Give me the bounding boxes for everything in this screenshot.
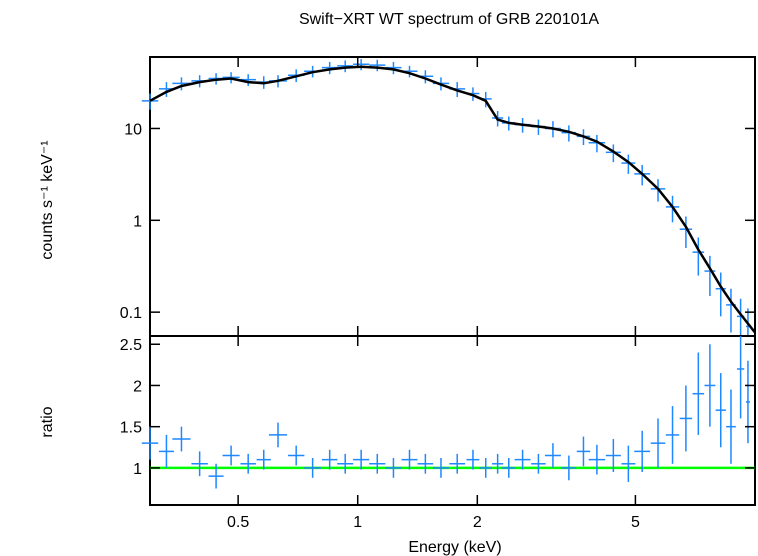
data-point — [240, 74, 256, 86]
data-point — [369, 453, 386, 474]
data-point — [544, 443, 561, 468]
data-point — [704, 255, 716, 296]
data-point — [240, 453, 256, 474]
y-tick-label: 0.1 — [120, 305, 142, 322]
data-point — [576, 436, 591, 467]
spectrum-panel: 0.1 1 10 — [120, 56, 756, 337]
plot-frame — [149, 335, 756, 506]
y-tick-label: 1.5 — [120, 420, 142, 437]
data-point — [353, 59, 370, 71]
data-point — [588, 444, 606, 475]
data-point — [692, 352, 705, 435]
x-tick-label: 0.5 — [227, 514, 249, 531]
y-axis-label-spectrum: counts s⁻¹ keV⁻¹ — [39, 140, 56, 259]
data-point — [141, 426, 159, 460]
data-point — [692, 237, 705, 276]
data-point — [432, 458, 450, 478]
data-point — [679, 385, 693, 452]
y-tick-label: 2 — [133, 378, 142, 395]
data-point — [514, 449, 531, 470]
data-point — [449, 453, 466, 474]
data-point — [158, 434, 174, 468]
ratio-panel: 1 1.5 2 2.5 0.5 1 2 5 — [120, 335, 756, 531]
x-axis-label: Energy (keV) — [408, 539, 501, 556]
data-point — [172, 77, 191, 91]
y-axis-label-ratio: ratio — [39, 406, 56, 437]
x-tick-label: 1 — [353, 514, 362, 531]
chart-title: Swift−XRT WT spectrum of GRB 220101A — [299, 11, 599, 28]
data-point — [208, 463, 224, 489]
data-point — [634, 430, 651, 473]
data-point — [191, 451, 208, 477]
data-point — [256, 449, 271, 470]
data-point — [621, 445, 636, 482]
x-tick-label: 5 — [631, 514, 640, 531]
data-point — [531, 453, 546, 474]
data-point — [172, 426, 191, 452]
data-point — [665, 406, 680, 464]
data-point — [492, 453, 504, 474]
data-point — [466, 449, 480, 470]
data-point — [385, 458, 402, 478]
x-tick-label: 2 — [473, 514, 482, 531]
data-point — [337, 60, 354, 73]
data-point — [736, 336, 745, 419]
data-point — [726, 389, 736, 464]
data-point — [321, 449, 338, 470]
model-line — [149, 65, 756, 334]
data-point — [369, 59, 386, 72]
data-point — [337, 453, 354, 474]
data-point — [650, 418, 666, 468]
data-point — [501, 458, 516, 478]
y-tick-label: 2.5 — [120, 337, 142, 354]
data-point — [401, 449, 418, 470]
data-point — [605, 439, 621, 473]
data-point — [417, 453, 434, 474]
data-point — [561, 455, 577, 481]
data-point — [704, 344, 716, 427]
data-point — [222, 445, 240, 466]
data-point — [268, 422, 288, 448]
data-point — [715, 373, 726, 448]
data-point — [479, 458, 492, 478]
data-point — [141, 93, 159, 110]
y-tick-label: 1 — [133, 213, 142, 230]
data-point — [304, 458, 322, 478]
y-tick-label: 1 — [133, 461, 142, 478]
data-point — [745, 360, 750, 444]
data-point — [353, 449, 370, 470]
data-point — [287, 445, 305, 466]
y-tick-label: 10 — [124, 121, 142, 138]
